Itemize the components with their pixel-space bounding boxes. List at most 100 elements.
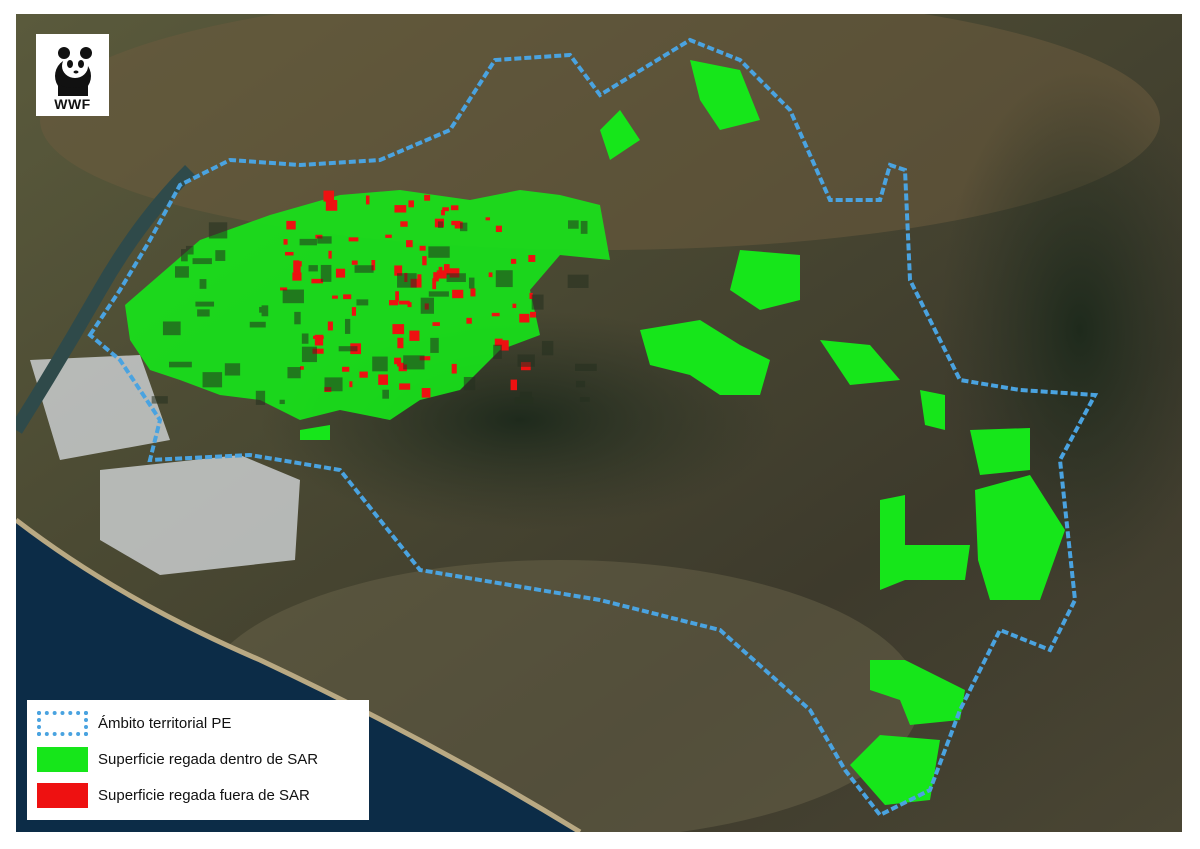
red-plot	[395, 291, 399, 302]
legend-item-boundary: Ámbito territorial PE	[37, 711, 231, 736]
red-plot	[528, 254, 536, 262]
satellite-map	[16, 14, 1182, 832]
red-plot	[286, 220, 296, 230]
unirrigated-gap	[202, 372, 223, 388]
red-plot	[293, 260, 300, 272]
unirrigated-gap	[541, 340, 554, 356]
red-plot	[488, 272, 493, 278]
unirrigated-gap	[249, 321, 266, 328]
wwf-logo: WWF	[36, 34, 109, 116]
unirrigated-gap	[567, 220, 579, 229]
unirrigated-gap	[372, 356, 388, 372]
red-plot	[283, 239, 288, 245]
unirrigated-gap	[459, 222, 468, 232]
unirrigated-gap	[517, 354, 535, 367]
legend-label: Superficie regada dentro de SAR	[98, 751, 319, 768]
red-plot	[485, 217, 491, 221]
red-plot	[422, 256, 427, 266]
red-plot	[491, 312, 500, 317]
legend-item-inside-sar: Superficie regada dentro de SAR	[37, 747, 318, 772]
red-plot	[432, 322, 440, 326]
red-plot	[530, 311, 537, 318]
unirrigated-gap	[255, 390, 266, 405]
green-swatch	[37, 747, 88, 772]
green-patch	[970, 428, 1030, 475]
unirrigated-gap	[531, 294, 544, 310]
green-patch	[975, 475, 1065, 600]
red-plot	[512, 303, 517, 308]
red-plot	[441, 209, 445, 216]
unirrigated-gap	[430, 337, 439, 353]
unirrigated-gap	[301, 346, 317, 363]
unirrigated-gap	[320, 264, 332, 282]
unirrigated-gap	[162, 321, 181, 336]
red-plot	[311, 278, 324, 284]
unirrigated-gap	[294, 311, 301, 325]
unirrigated-gap	[356, 299, 369, 306]
red-plot	[348, 237, 359, 242]
red-plot	[342, 366, 350, 372]
red-plot	[394, 265, 403, 276]
unirrigated-gap	[197, 309, 210, 317]
unirrigated-gap	[493, 344, 502, 359]
red-plot	[519, 313, 530, 323]
red-plot	[510, 379, 518, 391]
panda-icon	[54, 47, 92, 96]
red-plot	[385, 234, 392, 238]
unirrigated-gap	[215, 250, 226, 261]
red-plot	[371, 260, 376, 271]
unirrigated-gap	[282, 289, 304, 304]
unirrigated-gap	[287, 367, 301, 379]
unirrigated-gap	[468, 277, 475, 289]
red-plot	[510, 258, 517, 264]
red-plot	[325, 200, 338, 211]
red-swatch	[37, 783, 88, 808]
unirrigated-gap	[428, 246, 450, 258]
unirrigated-gap	[301, 333, 309, 344]
red-plot	[500, 340, 509, 351]
red-plot	[443, 264, 450, 275]
red-plot	[452, 289, 464, 299]
unirrigated-gap	[259, 306, 266, 313]
unirrigated-gap	[580, 220, 588, 234]
unirrigated-gap	[308, 265, 318, 272]
unirrigated-gap	[199, 279, 207, 289]
red-plot	[397, 337, 404, 349]
red-plot	[495, 225, 502, 233]
red-plot	[400, 221, 408, 227]
unirrigated-gap	[174, 266, 189, 278]
green-patch	[300, 60, 945, 440]
red-plot	[408, 200, 414, 208]
unirrigated-gap	[428, 291, 449, 297]
red-plot	[394, 205, 407, 213]
red-plot	[378, 374, 389, 385]
red-plot	[494, 338, 503, 346]
green-patch	[870, 660, 965, 725]
unirrigated-gap	[299, 238, 317, 246]
red-plot	[323, 190, 335, 202]
legend-label: Ámbito territorial PE	[98, 715, 232, 732]
red-plot	[343, 294, 352, 300]
unirrigated-gap	[579, 397, 590, 402]
logo-text: WWF	[54, 96, 91, 112]
red-plot	[285, 251, 294, 256]
unirrigated-gap	[185, 245, 194, 255]
unirrigated-gap	[420, 297, 434, 314]
red-plot	[365, 195, 370, 205]
red-plot	[421, 387, 431, 398]
red-plot	[335, 268, 346, 278]
green-patch	[850, 735, 940, 805]
red-plot	[406, 240, 413, 248]
unirrigated-gap	[437, 221, 444, 228]
red-plot	[419, 356, 431, 361]
red-plot	[407, 302, 412, 308]
green-patch	[880, 495, 970, 590]
red-plot	[424, 194, 431, 201]
red-plot	[433, 272, 439, 282]
red-plot	[399, 383, 411, 390]
green-patch	[640, 320, 770, 395]
unirrigated-gap	[208, 222, 228, 239]
red-plot	[398, 364, 407, 372]
unirrigated-gap	[338, 346, 358, 352]
greenhouses	[30, 355, 300, 575]
